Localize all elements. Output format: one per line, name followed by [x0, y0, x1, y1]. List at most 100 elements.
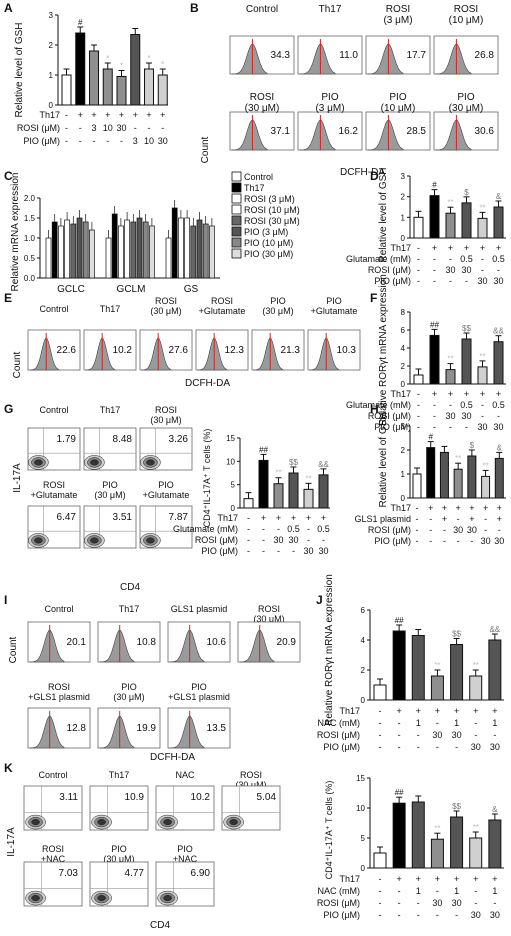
contour-blob [97, 895, 106, 902]
bar [111, 213, 118, 279]
y-tick-label: 8 [401, 308, 406, 317]
condition-cell: - [398, 910, 401, 920]
condition-cell: 30 [432, 730, 442, 740]
sig-mark: ** [275, 469, 281, 478]
condition-cell: - [481, 254, 484, 264]
y-tick-label: 2 [361, 666, 366, 675]
panel-title: Control [38, 770, 67, 780]
bar [318, 474, 329, 509]
histogram-curve [85, 337, 116, 371]
condition-cell: + [78, 110, 83, 120]
panel-letter: J [316, 593, 323, 607]
sig-mark: $ [464, 188, 469, 197]
condition-cell: + [432, 243, 437, 253]
bar [494, 457, 504, 499]
condition-cell: - [433, 422, 436, 432]
condition-cell: - [65, 136, 68, 146]
bar [190, 225, 197, 279]
condition-cell: 30 [493, 422, 503, 432]
contour-blob [229, 819, 238, 826]
percent-value: 13.5 [207, 723, 227, 734]
bar [445, 212, 456, 239]
condition-cell: - [93, 136, 96, 146]
legend-swatch [231, 193, 242, 204]
condition-cell: + [480, 389, 485, 399]
condition-cell: - [417, 276, 420, 286]
panel-letter: K [4, 761, 13, 775]
bar [488, 819, 502, 869]
contour-blob [34, 459, 43, 466]
panel-title: Control [44, 604, 73, 614]
bar [413, 374, 424, 385]
bar [439, 451, 449, 499]
condition-cell: 30 [116, 123, 126, 133]
bar [196, 219, 203, 279]
bar [288, 472, 299, 509]
bar [413, 216, 424, 239]
y-tick-label: 3 [401, 422, 406, 431]
panel-title: +NAC [41, 854, 66, 864]
condition-cell: - [65, 110, 68, 120]
bar [461, 202, 472, 239]
condition-cell: + [435, 874, 440, 884]
y-tick-label: 15 [226, 434, 235, 443]
bar [89, 50, 99, 106]
panel-title: ROSI [48, 682, 70, 692]
condition-cell: 30 [303, 546, 313, 556]
condition-cell: - [417, 730, 420, 740]
bar [171, 207, 178, 279]
y-tick-label: 2.0 [24, 194, 36, 203]
condition-cell: + [442, 514, 447, 524]
panel-title: ROSI [454, 4, 478, 15]
sig-mark: # [432, 181, 437, 190]
x-axis-label: DCFH-DA [185, 378, 230, 389]
panel-title: Control [39, 304, 68, 314]
bar [58, 225, 64, 279]
bar [303, 488, 314, 509]
condition-cell: - [465, 422, 468, 432]
percent-value: 12.8 [67, 723, 87, 734]
panel-letter: H [370, 402, 379, 416]
y-tick-label: 2 [49, 41, 54, 50]
condition-cell: - [262, 535, 265, 545]
panel-title: NAC [175, 770, 195, 780]
condition-cell: 30 [432, 898, 442, 908]
bar [493, 341, 504, 385]
panel-title: (3 μM) [383, 15, 412, 26]
panel-title: Control [246, 4, 278, 15]
sig-mark: * [147, 54, 150, 63]
bar [450, 644, 464, 701]
condition-cell: + [276, 513, 281, 523]
condition-cell: - [292, 546, 295, 556]
condition-cell: - [379, 910, 382, 920]
panel-title: ROSI [386, 4, 410, 15]
condition-cell: - [398, 730, 401, 740]
condition-label: Th17 [217, 513, 238, 523]
condition-cell: + [448, 389, 453, 399]
y-tick-label: 0 [401, 494, 406, 503]
condition-label: ROSI (μM) [368, 265, 411, 275]
histogram-curve [231, 43, 268, 75]
condition-cell: 30 [481, 536, 491, 546]
panel-F: F Relative RORγt mRNA expression 0 2 4 6 8 ## **… [346, 274, 506, 432]
condition-label: PIO (μM) [201, 546, 238, 556]
bar [144, 68, 154, 106]
condition-cell: - [262, 546, 265, 556]
condition-cell: 10 [144, 136, 154, 146]
condition-cell: - [379, 718, 382, 728]
condition-label: PIO (μM) [374, 536, 411, 546]
percent-value: 10.9 [125, 792, 145, 803]
condition-cell: - [120, 136, 123, 146]
contour-blob [146, 459, 155, 466]
panel-title: PIO [158, 480, 174, 490]
panel-letter: B [190, 1, 199, 15]
condition-cell: 30 [477, 422, 487, 432]
sig-mark: * [106, 54, 109, 63]
sig-mark: ** [305, 474, 311, 483]
condition-cell: 30 [461, 411, 471, 421]
condition-label: ROSI (μM) [195, 535, 238, 545]
sig-mark: ** [455, 454, 461, 463]
condition-cell: - [493, 730, 496, 740]
panel-title: Control [39, 405, 68, 415]
